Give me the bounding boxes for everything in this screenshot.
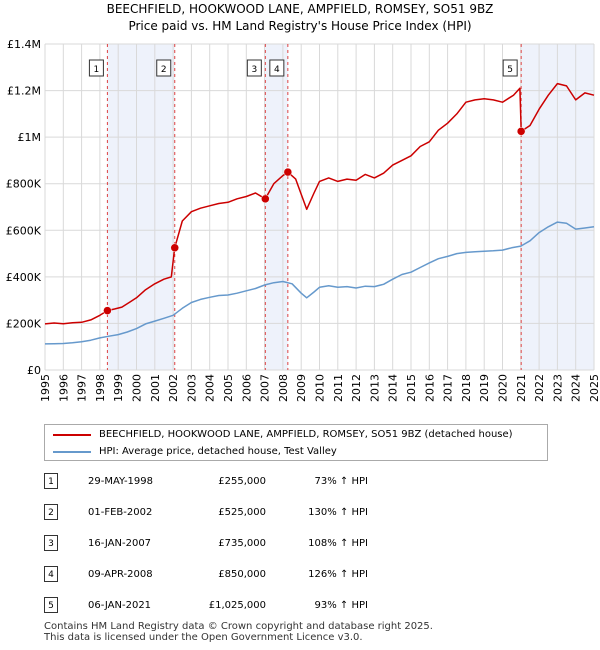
x-tick-label: 2011 (332, 374, 345, 402)
sale-label-box (246, 59, 262, 77)
sale-date: 01-FEB-2002 (88, 507, 153, 518)
ownership-band (265, 44, 288, 370)
x-tick-label: 2005 (222, 374, 235, 402)
legend-swatch-hpi (53, 451, 91, 453)
sale-price: £850,000 (218, 569, 266, 580)
ownership-band (107, 44, 175, 370)
sale-label-box (502, 59, 518, 77)
x-tick-label: 2015 (405, 374, 418, 402)
legend-label-hpi: HPI: Average price, detached house, Test… (99, 446, 337, 457)
chart-subtitle: Price paid vs. HM Land Registry's House … (128, 19, 471, 33)
footer-attribution: Contains HM Land Registry data © Crown c… (44, 621, 433, 643)
x-tick-label: 2025 (588, 374, 600, 402)
sale-date: 09-APR-2008 (88, 569, 153, 580)
x-tick-label: 2014 (387, 374, 400, 402)
sale-number-badge: 1 (44, 473, 58, 489)
sale-label-number: 3 (251, 65, 257, 75)
sale-label-box (269, 59, 285, 77)
sale-hpi-change: 130% ↑ HPI (308, 507, 368, 518)
sale-hpi-change: 108% ↑ HPI (308, 538, 368, 549)
x-tick-label: 2021 (515, 374, 528, 402)
y-tick-label: £200K (6, 317, 42, 330)
x-tick-label: 2007 (259, 374, 272, 402)
y-tick-label: £1M (18, 131, 42, 144)
x-tick-label: 2010 (314, 374, 327, 402)
x-tick-label: 2017 (442, 374, 455, 402)
y-tick-label: £0 (27, 364, 41, 377)
sale-price: £255,000 (218, 476, 266, 487)
x-tick-label: 2013 (368, 374, 381, 402)
table-row: 2 01-FEB-2002 £525,000 130% ↑ HPI (44, 503, 424, 523)
y-tick-label: £400K (6, 271, 42, 284)
sale-date: 06-JAN-2021 (88, 600, 152, 611)
footer-line-2: This data is licensed under the Open Gov… (44, 632, 363, 643)
y-tick-label: £800K (6, 178, 42, 191)
legend-label-property: BEECHFIELD, HOOKWOOD LANE, AMPFIELD, ROM… (99, 429, 513, 440)
x-tick-label: 2019 (478, 374, 491, 402)
sale-label-number: 2 (161, 65, 167, 75)
sale-price: £735,000 (218, 538, 266, 549)
x-tick-label: 2006 (240, 374, 253, 402)
x-tick-label: 1998 (94, 374, 107, 402)
sale-label-box (156, 59, 172, 77)
y-tick-label: £600K (6, 224, 42, 237)
property-series-line (44, 82, 595, 325)
y-tick-label: £1.2M (7, 85, 41, 98)
x-tick-label: 2003 (185, 374, 198, 402)
x-tick-label: 2002 (167, 374, 180, 402)
sale-point (170, 243, 179, 252)
sale-number-badge: 5 (44, 597, 58, 613)
x-tick-label: 1996 (57, 374, 70, 402)
x-tick-label: 2020 (497, 374, 510, 402)
sale-point (103, 306, 112, 315)
x-tick-label: 1997 (76, 374, 89, 402)
table-row: 4 09-APR-2008 £850,000 126% ↑ HPI (44, 565, 424, 585)
sale-price: £1,025,000 (208, 600, 266, 611)
x-tick-label: 2022 (533, 374, 546, 402)
x-tick-label: 2004 (204, 374, 217, 402)
x-tick-label: 2023 (551, 374, 564, 402)
sale-price: £525,000 (218, 507, 266, 518)
sale-number-badge: 2 (44, 504, 58, 520)
x-tick-label: 2009 (295, 374, 308, 402)
x-tick-label: 2008 (277, 374, 290, 402)
sale-number-badge: 4 (44, 566, 58, 582)
table-row: 3 16-JAN-2007 £735,000 108% ↑ HPI (44, 534, 424, 554)
x-tick-label: 1999 (112, 374, 125, 402)
x-tick-label: 2001 (149, 374, 162, 402)
legend-swatch-property (53, 434, 91, 436)
sale-hpi-change: 93% ↑ HPI (314, 600, 368, 611)
sale-date: 29-MAY-1998 (88, 476, 154, 487)
sale-label-number: 4 (274, 65, 280, 75)
x-tick-label: 2018 (460, 374, 473, 402)
sale-hpi-change: 126% ↑ HPI (308, 569, 368, 580)
x-tick-label: 2000 (131, 374, 144, 402)
sale-label-number: 1 (94, 65, 100, 75)
sale-label-number: 5 (507, 65, 513, 75)
footer-line-1: Contains HM Land Registry data © Crown c… (44, 621, 433, 632)
x-tick-label: 2012 (350, 374, 363, 402)
y-tick-label: £1.4M (7, 38, 41, 51)
sale-number-badge: 3 (44, 535, 58, 551)
sale-hpi-change: 73% ↑ HPI (314, 476, 368, 487)
legend: BEECHFIELD, HOOKWOOD LANE, AMPFIELD, ROM… (44, 424, 548, 461)
sale-date: 16-JAN-2007 (88, 538, 152, 549)
sale-point (516, 127, 526, 136)
price-chart: BEECHFIELD, HOOKWOOD LANE, AMPFIELD, ROM… (6, 2, 600, 402)
x-tick-label: 1995 (39, 374, 52, 402)
sale-label-box (88, 59, 104, 77)
sale-point (261, 194, 270, 204)
sale-point (283, 167, 293, 177)
x-tick-label: 2016 (423, 374, 436, 402)
hpi-series-line (44, 221, 595, 345)
chart-title: BEECHFIELD, HOOKWOOD LANE, AMPFIELD, ROM… (107, 2, 494, 16)
table-row: 5 06-JAN-2021 £1,025,000 93% ↑ HPI (44, 596, 424, 616)
table-row: 1 29-MAY-1998 £255,000 73% ↑ HPI (44, 472, 424, 492)
x-tick-label: 2024 (570, 374, 583, 402)
